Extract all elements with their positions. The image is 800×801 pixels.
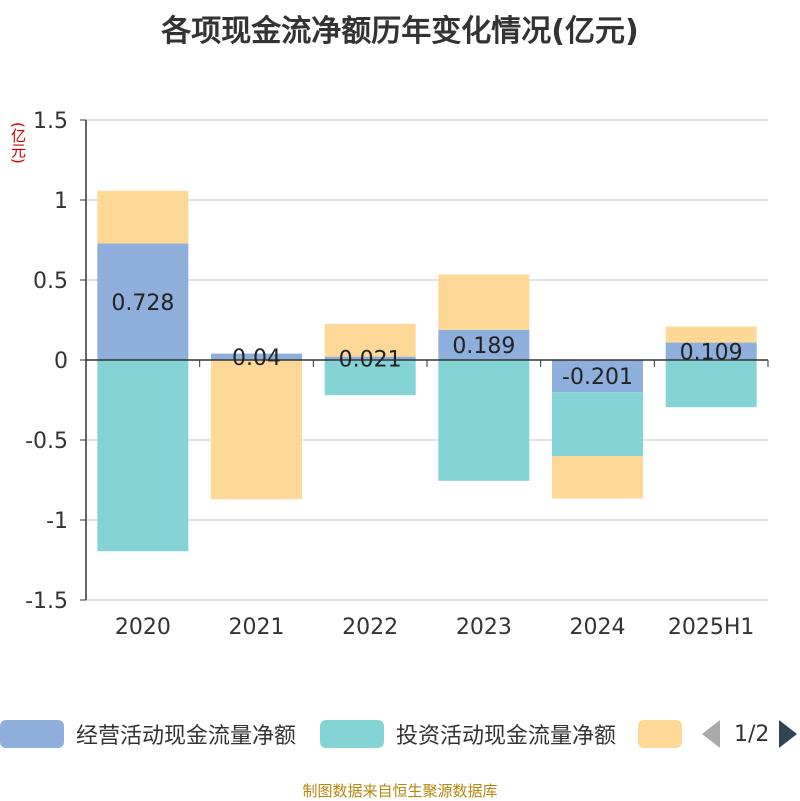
bar-investing	[665, 360, 757, 408]
legend-item-financing[interactable]	[638, 718, 682, 750]
page-indicator: 1/2	[734, 721, 770, 747]
bar-financing	[97, 190, 189, 244]
data-label: -0.201	[562, 365, 633, 390]
bar-operating	[97, 243, 189, 360]
x-tick-label: 2020	[115, 615, 171, 640]
legend-label-operating: 经营活动现金流量净额	[76, 724, 297, 749]
x-tick-label: 2023	[456, 615, 512, 640]
legend: 经营活动现金流量净额 投资活动现金流量净额 1/2	[0, 718, 800, 750]
source-note: 制图数据来自恒生聚源数据库	[302, 782, 498, 800]
data-label: 0.04	[232, 346, 281, 371]
legend-pager: 1/2	[700, 718, 800, 750]
data-label: 0.109	[680, 340, 743, 365]
bar-investing	[324, 360, 416, 396]
y-tick-label: -1.5	[25, 589, 68, 614]
y-tick-label: 0	[54, 349, 68, 374]
bar-financing	[552, 456, 643, 499]
legend-item-operating[interactable]: 经营活动现金流量净额	[0, 718, 296, 750]
bar-investing	[97, 360, 189, 552]
x-tick-label: 2021	[229, 615, 285, 640]
bar-financing	[665, 326, 757, 343]
data-label: 0.189	[452, 334, 515, 359]
legend-swatch-operating	[0, 720, 64, 748]
bar-financing	[438, 274, 530, 330]
data-label: 0.728	[111, 291, 174, 316]
bar-operating	[552, 360, 643, 393]
legend-swatch-investing	[320, 720, 384, 748]
legend-item-investing[interactable]: 投资活动现金流量净额	[320, 718, 616, 750]
y-tick-label: 1.5	[33, 109, 68, 134]
legend-swatch-financing	[638, 720, 682, 748]
bar-investing	[438, 360, 530, 481]
bar-investing	[552, 392, 643, 457]
y-axis-unit-label: (亿元)	[9, 122, 27, 164]
bar-operating	[211, 353, 302, 360]
x-tick-label: 2022	[342, 615, 398, 640]
y-tick-label: 1	[54, 189, 68, 214]
bar-financing	[211, 360, 302, 500]
next-page-icon[interactable]	[779, 720, 798, 748]
data-label: 0.021	[339, 347, 402, 372]
bar-operating	[324, 356, 416, 360]
bar-financing	[324, 323, 416, 357]
bar-operating	[665, 342, 757, 360]
x-tick-label: 2025H1	[668, 615, 755, 640]
x-tick-label: 2024	[570, 615, 626, 640]
chart-title: 各项现金流净额历年变化情况(亿元)	[161, 14, 639, 49]
y-tick-label: -0.5	[25, 429, 68, 454]
bar-chart: 1.5 1 0.5 0 -0.5 -1 -1.5 2020 2021 2022 2023 2024 20…	[25, 109, 769, 640]
legend-label-investing: 投资活动现金流量净额	[396, 724, 617, 749]
bar-operating	[438, 329, 530, 360]
y-tick-label: -1	[46, 509, 68, 534]
y-tick-label: 0.5	[33, 269, 68, 294]
prev-page-icon[interactable]	[702, 720, 720, 748]
